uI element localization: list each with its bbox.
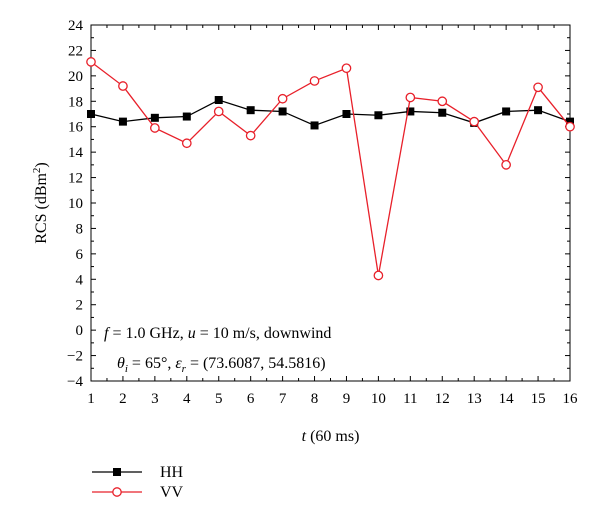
x-tick-label: 5 [215,391,223,407]
x-axis-title: t (60 ms) [302,428,360,445]
data-point-hh [406,107,415,116]
data-point-vv [309,76,320,86]
annotation-frequency-wind: f = 1.0 GHz, u = 10 m/s, downwind [104,325,331,342]
annotation-theta-symbol: θ [117,355,125,372]
y-tick-label: 8 [76,221,84,237]
x-tick-label: 6 [247,391,255,407]
annotation-theta-sub: i [125,363,128,375]
data-point-vv [533,82,543,93]
data-point-vv [277,93,288,104]
y-tick-label: 0 [76,323,84,339]
y-tick-label: −4 [67,374,83,390]
series-hh [87,96,574,130]
series-line-vv [90,61,571,276]
x-tick-label: 14 [499,391,515,407]
annotation-eps-symbol: ε [175,355,182,372]
legend-marker [113,468,121,476]
annotation-eps-sub: r [182,363,187,375]
legend-label: VV [160,484,184,501]
data-point-hh [150,113,159,122]
y-axis-title-main: RCS (dBm [33,173,50,244]
annotation-f-value: = 1.0 GHz, [108,325,187,342]
x-tick-label: 1 [87,391,95,407]
x-tick-label: 7 [279,391,287,407]
data-point-hh [310,121,319,130]
legend-label: HH [160,464,184,481]
data-point-hh [566,117,574,126]
x-tick-label: 16 [563,391,579,407]
y-tick-label: 2 [76,298,84,314]
x-tick-label: 10 [371,391,386,407]
data-point-hh [87,110,95,118]
data-point-vv [245,130,256,141]
y-tick-label: 12 [68,171,83,187]
data-point-vv [373,270,384,281]
annotation-u-symbol: u [188,325,196,342]
x-tick-label: 9 [343,391,351,407]
legend-item-vv: VV [92,484,184,501]
data-point-hh [118,117,127,126]
y-tick-label: 18 [68,94,83,110]
data-point-vv [341,63,352,74]
data-point-vv [118,81,128,91]
x-tick-label: 8 [311,391,319,407]
annotation-eps-value: = (73.6087, 54.5816) [186,355,326,372]
y-tick-label: 22 [68,43,83,59]
y-tick-label: 4 [76,272,84,288]
data-point-hh [182,112,191,121]
data-point-vv [501,160,511,170]
data-point-hh [374,111,383,120]
x-tick-label: 11 [403,391,417,407]
y-tick-label: −2 [67,349,83,365]
x-axis-title-unit: (60 ms) [306,428,359,445]
data-point-vv [469,116,480,127]
x-tick-label: 4 [183,391,191,407]
data-point-hh [278,107,287,116]
y-axis-title: RCS (dBm2) [31,162,50,244]
legend-marker [112,487,122,497]
data-point-hh [214,96,223,105]
data-point-vv [437,96,448,107]
series-vv [86,57,575,281]
annotation-f-symbol: f [104,325,111,342]
data-point-vv [565,121,575,132]
legend-item-hh: HH [92,464,184,481]
y-axis-title-close: ) [33,162,50,167]
annotation-angle-permittivity: θi = 65°, εr = (73.6087, 54.5816) [117,355,326,375]
y-tick-label: 6 [76,247,84,263]
y-tick-label: 16 [68,120,84,136]
series-line-hh [90,99,571,127]
x-tick-label: 13 [467,391,482,407]
x-tick-label: 2 [119,391,127,407]
legend: HH VV [92,464,184,501]
data-point-hh [342,110,351,118]
x-tick-label: 12 [435,391,450,407]
data-point-hh [438,108,447,117]
y-tick-label: 10 [68,196,83,212]
data-point-vv [405,92,416,103]
y-axis-title-sup: 2 [31,168,43,174]
y-tick-label: 14 [68,145,84,161]
data-point-vv [213,106,224,117]
data-point-vv [150,123,160,133]
y-tick-label: 20 [68,69,83,85]
x-axis-title-var: t [302,428,307,445]
data-point-vv [181,138,192,149]
data-point-hh [534,106,543,115]
annotation-theta-value: = 65°, [128,355,175,372]
data-point-hh [246,106,255,115]
annotation-u-value: = 10 m/s, downwind [196,325,332,342]
y-tick-label: 24 [68,18,84,34]
data-point-hh [502,107,511,116]
data-point-vv [86,57,96,67]
x-tick-label: 3 [151,391,159,407]
x-tick-label: 15 [531,391,546,407]
